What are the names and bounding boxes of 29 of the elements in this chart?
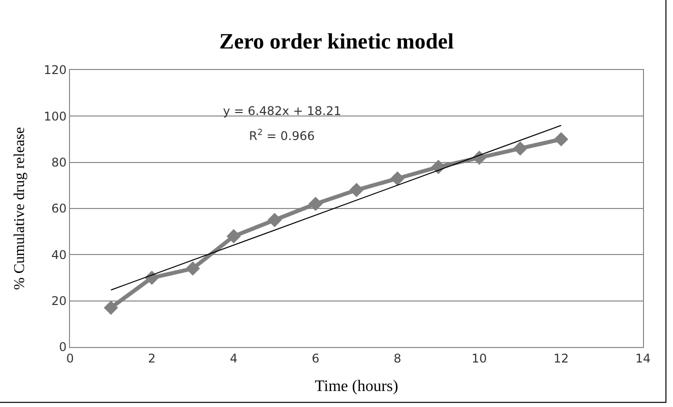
y-tick-label: 40: [51, 248, 67, 262]
x-tick-label: 8: [394, 351, 402, 366]
x-tick-label: 12: [554, 351, 569, 366]
y-tick-label: 0: [58, 340, 67, 354]
x-tick-label: 14: [635, 351, 651, 366]
y-tick-label: 120: [44, 63, 67, 78]
point: [349, 182, 364, 198]
y-tick-label: 20: [51, 294, 67, 308]
point: [431, 160, 446, 174]
point: [390, 171, 405, 186]
y-tick-label: 80: [51, 156, 67, 170]
point: [513, 141, 528, 156]
point: [226, 229, 241, 244]
annotation: R$^{2}$ = 0.966: [249, 127, 315, 144]
chart-title: Zero order kinetic model: [219, 28, 454, 54]
point: [104, 300, 118, 315]
point: [308, 196, 323, 212]
point: [554, 132, 568, 146]
y-tick-label: 100: [44, 109, 67, 124]
x-axis-title: Time (hours): [314, 378, 398, 396]
y-axis-title: % Cumulative drug release: [12, 126, 28, 290]
point: [267, 212, 282, 228]
x-tick-label: 6: [312, 351, 320, 366]
x-tick-label: 4: [230, 351, 238, 366]
annotation: y = 6.482x + 18.21: [223, 104, 342, 118]
x-tick-label: 2: [148, 351, 156, 366]
y-tick-label: 60: [51, 202, 67, 216]
x-tick-label: 10: [472, 351, 487, 366]
point: [186, 261, 200, 276]
